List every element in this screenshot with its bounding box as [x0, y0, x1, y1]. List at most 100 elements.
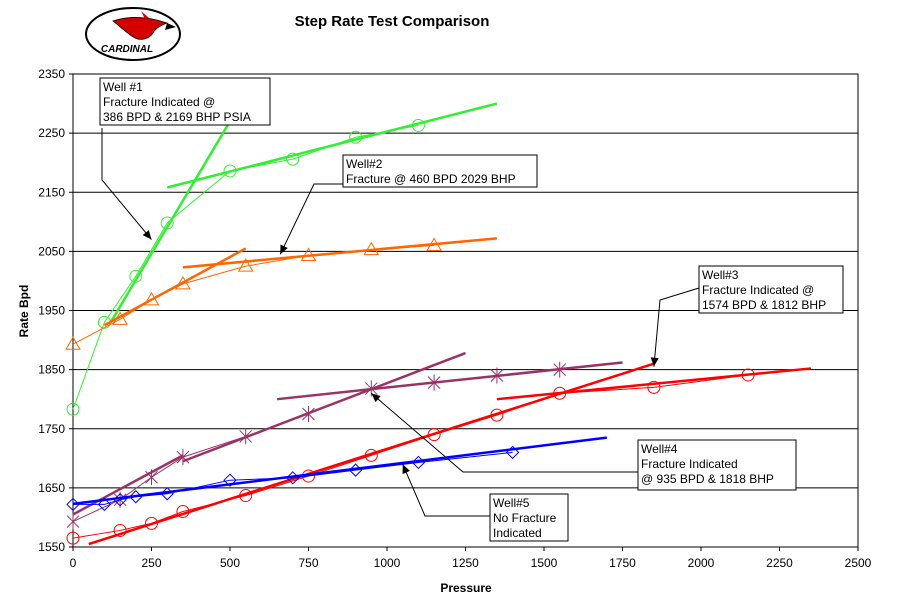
- series-2-point-7: [363, 241, 380, 256]
- series-4-point-7: [364, 448, 378, 462]
- series-4-point-11: [647, 380, 661, 394]
- logo-text: CARDINAL: [101, 44, 153, 55]
- series-5-point-9: [411, 455, 426, 470]
- annotation-1-leader: [101, 128, 152, 240]
- y-tick-label: 2350: [38, 67, 65, 81]
- x-tick-label: 250: [141, 556, 161, 570]
- annotation-1-line-2: Fracture Indicated @: [103, 95, 215, 109]
- annotation-1-arrowhead: [142, 230, 152, 240]
- series-3-point-1: [66, 513, 80, 530]
- series-5-point-6: [223, 473, 237, 487]
- series-2-point-5: [237, 258, 254, 272]
- y-tick-label: 1550: [38, 540, 65, 554]
- series-1-point-3: [129, 269, 143, 283]
- series-layer: [65, 102, 812, 546]
- y-tick-label: 1950: [38, 304, 65, 318]
- annotation-1-line-3: 386 BPD & 2169 BHP PSIA: [103, 110, 251, 124]
- annotation-5-arrowhead: [402, 464, 410, 475]
- series-4-point-9: [490, 408, 504, 422]
- series-1-point-6: [286, 152, 300, 166]
- series-3-point-5: [239, 428, 253, 445]
- series-5-connect-line: [73, 451, 513, 505]
- series-5-point-4: [129, 490, 143, 504]
- series-2-trend-line-1: [103, 247, 247, 327]
- y-tick-label: 2250: [38, 126, 65, 140]
- series-3-point-9: [490, 367, 504, 384]
- y-tick-label: 1650: [38, 481, 65, 495]
- series-5-point-8: [348, 463, 363, 477]
- y-tick-label: 1850: [38, 363, 65, 377]
- series-1-point-8: [411, 118, 425, 132]
- series-3-point-10: [553, 361, 567, 378]
- series-2-point-6: [300, 247, 317, 262]
- annotation-3-leader: [653, 287, 700, 367]
- annotation-4-line-3: @ 935 BPD & 1818 BHP: [641, 472, 774, 486]
- series-5-point-5: [160, 487, 174, 501]
- series-2-point-3: [143, 291, 160, 306]
- cardinal-bird-icon: [112, 17, 169, 40]
- annotation-2-arrowhead: [280, 244, 288, 255]
- series-1-point-4: [160, 216, 174, 230]
- series-5-point-1: [66, 497, 80, 512]
- annotation-3-arrowhead: [650, 357, 659, 367]
- series-3: [66, 351, 623, 530]
- x-tick-label: 500: [220, 556, 240, 570]
- series-4-point-10: [553, 386, 567, 400]
- annotation-4-leader: [370, 392, 638, 473]
- annotation-3-box: [698, 265, 844, 314]
- series-5-point-2: [97, 497, 112, 512]
- series-2-point-8: [426, 237, 442, 251]
- x-tick-label: 2500: [845, 556, 872, 570]
- series-2-point-4: [175, 275, 191, 290]
- series-4-point-2: [113, 523, 127, 537]
- annotation-5-box: [489, 493, 569, 542]
- series-5-point-3: [113, 492, 127, 507]
- cardinal-beak-icon: [165, 23, 176, 30]
- series-1-trend-line-2: [166, 102, 498, 189]
- annotation-2-box: [342, 154, 538, 188]
- x-tick-label: 1500: [531, 556, 558, 570]
- series-3-trend-line-3: [276, 361, 623, 401]
- annotation-4-arrowhead: [371, 393, 381, 403]
- x-axis-ticks: 0 250 500 750 1000 1250 1500 1750 2000 2250 2500: [70, 547, 872, 570]
- series-2-point-1: [65, 336, 81, 350]
- x-tick-label: 2000: [688, 556, 715, 570]
- x-tick-label: 1750: [609, 556, 636, 570]
- annotation-4-box: [637, 439, 797, 491]
- y-tick-label: 1750: [38, 422, 65, 436]
- y-tick-label: 2150: [38, 185, 65, 199]
- x-tick-label: 1000: [374, 556, 401, 570]
- series-1-trend-line-1: [109, 120, 232, 323]
- series-4-trend-line-2: [496, 367, 812, 401]
- chart-title: Step Rate Test Comparison: [295, 13, 490, 30]
- x-tick-label: 1250: [452, 556, 479, 570]
- series-5: [66, 436, 607, 512]
- series-3-point-4: [176, 449, 190, 466]
- series-3-connect-line: [72, 369, 560, 523]
- series-4: [66, 362, 812, 546]
- series-4-point-12: [741, 368, 755, 382]
- y-axis-ticks: 1550 1650 1750 1850 1950 2050 2150 2250 2350: [38, 67, 73, 554]
- series-1-point-1: [66, 402, 80, 416]
- annotation-2-leader: [279, 183, 343, 255]
- y-tick-label: 2050: [38, 244, 65, 258]
- x-axis-title: Pressure: [440, 581, 492, 595]
- x-tick-label: 750: [298, 556, 318, 570]
- series-3-trend-line-1: [72, 454, 184, 516]
- annotation-5-line-3: Indicated: [493, 526, 542, 540]
- series-3-trend-line-2: [182, 351, 466, 463]
- annotation-5-line-2: No Fracture: [493, 511, 557, 525]
- annotation-4-line-2: Fracture Indicated: [641, 457, 738, 471]
- series-5-point-7: [286, 471, 300, 485]
- series-4-point-1: [66, 531, 80, 545]
- cardinal-logo: CARDINAL: [85, 7, 181, 61]
- annotation-4-line-1: Well#4: [641, 442, 678, 456]
